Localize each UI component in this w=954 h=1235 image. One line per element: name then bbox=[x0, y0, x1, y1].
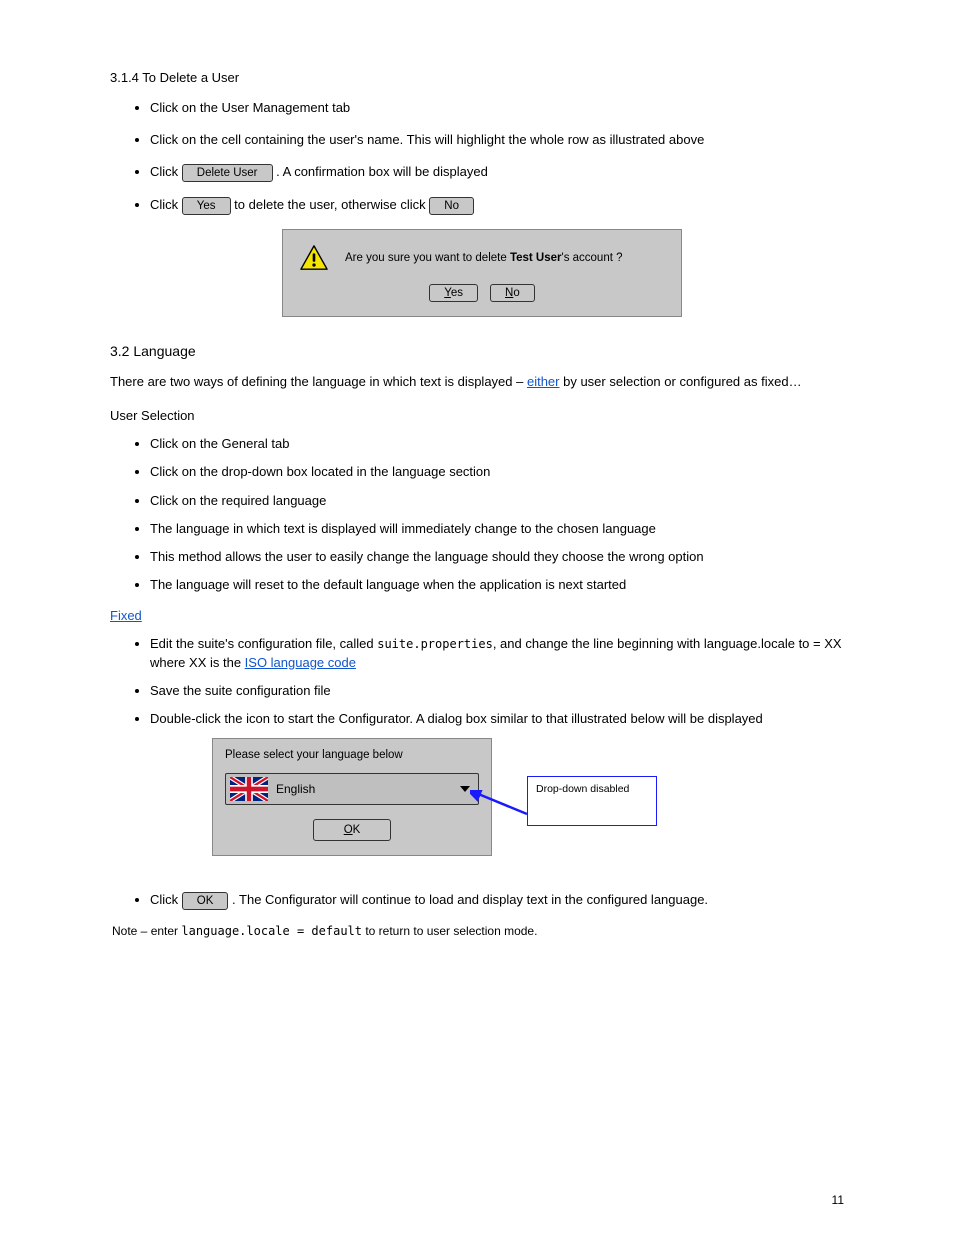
user-select-step-5: This method allows the user to easily ch… bbox=[150, 548, 854, 566]
fixed-subheading-link[interactable]: Fixed bbox=[110, 608, 854, 623]
language-intro: There are two ways of defining the langu… bbox=[110, 373, 854, 392]
callout-box: Drop-down disabled bbox=[527, 776, 657, 826]
section-delete-title: 3.1.4 To Delete a User bbox=[110, 70, 854, 85]
confirm-yes-button[interactable]: Yes bbox=[429, 284, 478, 302]
language-ok-button[interactable]: OK bbox=[313, 819, 392, 841]
no-button-inline[interactable]: No bbox=[429, 197, 474, 215]
uk-flag-icon bbox=[230, 777, 268, 801]
user-selection-subheading: User Selection bbox=[110, 408, 854, 423]
iso-language-code-link[interactable]: ISO language code bbox=[245, 655, 356, 670]
chevron-down-icon bbox=[460, 786, 470, 792]
user-select-step-6: The language will reset to the default l… bbox=[150, 576, 854, 594]
section-language-heading: 3.2 Language bbox=[110, 343, 854, 359]
language-dropdown[interactable]: English bbox=[225, 773, 479, 805]
warning-icon bbox=[299, 244, 329, 272]
delete-user-button-inline[interactable]: Delete User bbox=[182, 164, 273, 182]
either-link[interactable]: either bbox=[527, 374, 560, 389]
user-select-step-3: Click on the required language bbox=[150, 492, 854, 510]
yes-button-inline[interactable]: Yes bbox=[182, 197, 231, 215]
ok-button-inline[interactable]: OK bbox=[182, 892, 229, 910]
user-selection-steps: Click on the General tab Click on the dr… bbox=[110, 435, 854, 594]
user-select-step-4: The language in which text is displayed … bbox=[150, 520, 854, 538]
footer-note: Note – enter language.locale = default t… bbox=[110, 924, 854, 938]
fixed-steps: Edit the suite's configuration file, cal… bbox=[110, 635, 854, 728]
confirm-no-button[interactable]: No bbox=[490, 284, 535, 302]
fixed-step-1: Edit the suite's configuration file, cal… bbox=[150, 635, 854, 671]
fixed-step-3: Double-click the icon to start the Confi… bbox=[150, 710, 854, 728]
post-dialog-steps: Click OK . The Configurator will continu… bbox=[110, 891, 854, 910]
delete-steps-list: Click on the User Management tab Click o… bbox=[110, 99, 854, 215]
delete-step-2: Click on the cell containing the user's … bbox=[150, 131, 854, 149]
confirm-delete-dialog: Are you sure you want to delete Test Use… bbox=[282, 229, 682, 317]
page-number: 11 bbox=[832, 1193, 844, 1207]
user-select-step-1: Click on the General tab bbox=[150, 435, 854, 453]
fixed-step-2: Save the suite configuration file bbox=[150, 682, 854, 700]
language-selected-text: English bbox=[276, 782, 460, 796]
delete-step-1: Click on the User Management tab bbox=[150, 99, 854, 117]
delete-step-4: Click Yes to delete the user, otherwise … bbox=[150, 196, 854, 215]
confirm-delete-text: Are you sure you want to delete Test Use… bbox=[345, 252, 623, 264]
user-select-step-2: Click on the drop-down box located in th… bbox=[150, 463, 854, 481]
post-step-1: Click OK . The Configurator will continu… bbox=[150, 891, 854, 910]
language-select-dialog: Please select your language below Englis… bbox=[212, 738, 492, 856]
delete-step-3: Click Delete User . A confirmation box w… bbox=[150, 163, 854, 182]
language-select-label: Please select your language below bbox=[225, 749, 479, 761]
